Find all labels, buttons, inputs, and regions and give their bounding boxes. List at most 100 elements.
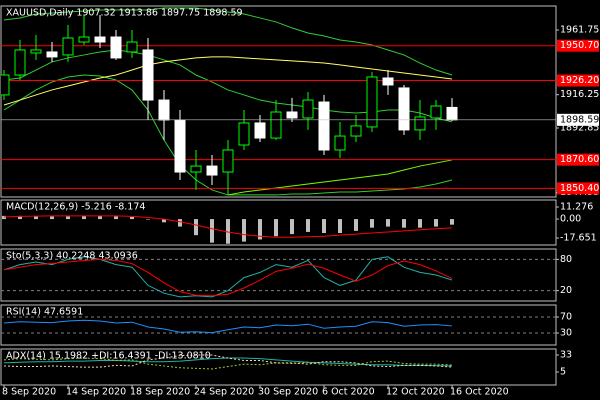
y-tick-label: 20 — [560, 285, 572, 296]
candle-body — [222, 149, 234, 173]
histogram-bar — [354, 219, 358, 231]
indicator-line — [3, 256, 453, 298]
level-label: 1926.20 — [560, 75, 599, 86]
histogram-bar — [338, 219, 342, 234]
candle-body — [302, 99, 314, 119]
y-tick-label: 1892.85 — [560, 122, 599, 133]
candle-body — [110, 36, 122, 59]
y-tick-label: 11.276 — [560, 202, 593, 213]
histogram-bar — [370, 219, 374, 228]
x-tick-label: 16 Oct 2020 — [450, 387, 509, 398]
level-label: 1850.40 — [560, 183, 599, 194]
histogram-bar — [146, 219, 150, 220]
x-tick-label: 30 Sep 2020 — [258, 387, 318, 398]
panel-frame — [0, 248, 557, 302]
x-tick-label: 18 Sep 2020 — [130, 387, 190, 398]
histogram-bar — [66, 216, 70, 220]
indicator-line — [227, 159, 453, 196]
panel-title: MACD(12,26,9) -5.216 -8.174 — [6, 202, 145, 213]
panel-frame — [0, 199, 557, 246]
candle-body — [142, 49, 154, 101]
candle-body — [270, 111, 282, 139]
histogram-bar — [450, 219, 454, 225]
level-label: 1870.60 — [560, 154, 599, 165]
candle-body — [190, 165, 202, 173]
candle-body — [14, 49, 26, 76]
x-tick-label: 12 Oct 2020 — [386, 387, 445, 398]
histogram-bar — [210, 219, 214, 243]
indicator-line — [3, 319, 453, 334]
candle-body — [62, 37, 74, 56]
y-tick-label: -17.651 — [560, 233, 597, 244]
histogram-bar — [306, 219, 310, 232]
panel-frame — [0, 304, 557, 346]
x-tick-label: 8 Sep 2020 — [2, 387, 56, 398]
candle-body — [334, 135, 346, 151]
indicator-line — [3, 258, 453, 297]
candle-body — [414, 116, 426, 131]
last-price-label: 1898.59 — [560, 114, 599, 125]
indicator-line — [3, 357, 453, 370]
y-tick-label: 5 — [560, 367, 566, 378]
candle-body — [30, 49, 42, 54]
candle-body — [382, 77, 394, 86]
histogram-bar — [434, 219, 438, 227]
candle-body — [94, 36, 106, 43]
y-tick-label: 70 — [560, 312, 572, 323]
candle-body — [446, 106, 458, 121]
y-tick-label: 33 — [560, 350, 572, 361]
panel-title: RSI(14) 47.6591 — [6, 307, 83, 318]
histogram-bar — [402, 219, 406, 228]
histogram-bar — [82, 216, 86, 220]
x-tick-label: 6 Oct 2020 — [322, 387, 375, 398]
histogram-bar — [242, 219, 246, 242]
indicator-line — [3, 354, 453, 368]
candle-body — [238, 122, 250, 146]
histogram-bar — [34, 215, 38, 220]
panel-plot — [1, 256, 556, 298]
histogram-bar — [226, 219, 230, 244]
y-tick-label: 80 — [560, 254, 572, 265]
histogram-bar — [258, 219, 262, 240]
level-label-box — [557, 74, 599, 87]
candle-body — [366, 76, 378, 128]
y-tick-label: 1961.75 — [560, 24, 599, 35]
histogram-bar — [178, 219, 182, 227]
histogram-bar — [114, 216, 118, 220]
histogram-bar — [50, 216, 54, 220]
panel-title: ADX(14) 15.1982 +DI:16.4391 -DI:13.0810 — [6, 351, 211, 362]
panel-frame — [0, 5, 557, 198]
panel-title: Sto(5,3,3) 40.2248 43.0936 — [6, 251, 138, 262]
histogram-bar — [290, 219, 294, 235]
candle-body — [254, 122, 266, 139]
indicator-line — [3, 7, 453, 76]
panel-title: XAUUSD,Daily 1907.32 1913.86 1897.75 189… — [6, 8, 243, 19]
histogram-bar — [18, 215, 22, 220]
candle-body — [286, 111, 298, 119]
histogram-bar — [194, 219, 198, 236]
candle-body — [78, 36, 90, 43]
histogram-bar — [386, 219, 390, 227]
candle-body — [46, 51, 58, 58]
histogram-bar — [162, 219, 166, 223]
candle-body — [1, 74, 10, 96]
candle-body — [318, 101, 330, 151]
y-tick-label: 30 — [560, 328, 572, 339]
panel-plot — [3, 354, 453, 370]
x-tick-label: 14 Sep 2020 — [66, 387, 126, 398]
level-label-box — [557, 182, 599, 195]
candle-body — [430, 105, 442, 119]
signal-line — [3, 215, 453, 238]
level-label: 1950.70 — [560, 40, 599, 51]
histogram-bar — [2, 215, 6, 220]
histogram-bar — [274, 219, 278, 237]
candle-body — [350, 125, 362, 137]
last-price-box — [557, 113, 599, 126]
panel-plot — [1, 316, 556, 334]
x-tick-label: 24 Sep 2020 — [194, 387, 254, 398]
panel-plot — [2, 215, 454, 244]
y-tick-label: 0.00 — [560, 214, 581, 225]
histogram-bar — [98, 215, 102, 220]
histogram-bar — [418, 219, 422, 228]
